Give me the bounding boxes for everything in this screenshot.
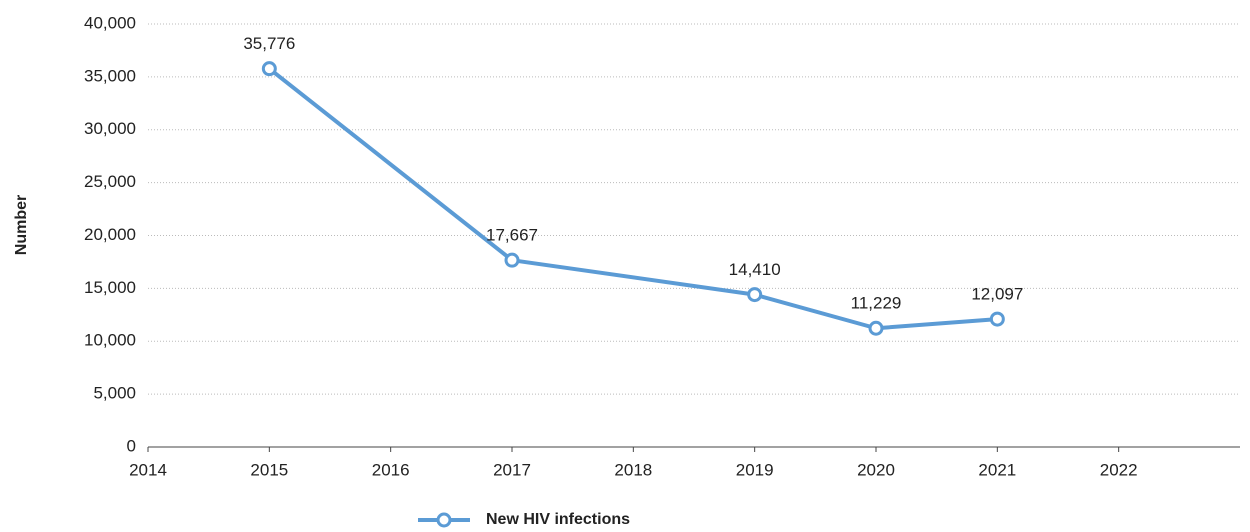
marker: [261, 61, 277, 77]
y-axis-label: Number: [13, 195, 30, 255]
x-tick-label: 2017: [493, 460, 531, 479]
x-tick-label: 2020: [857, 460, 895, 479]
marker: [747, 287, 763, 303]
y-tick-label: 30,000: [84, 119, 136, 138]
legend-label: New HIV infections: [486, 511, 630, 528]
data-label: 12,097: [971, 285, 1023, 304]
y-tick-label: 15,000: [84, 278, 136, 297]
x-tick-label: 2014: [129, 460, 167, 479]
data-label: 17,667: [486, 226, 538, 245]
x-tick-label: 2018: [614, 460, 652, 479]
data-label: 35,776: [243, 34, 295, 53]
x-tick-label: 2019: [736, 460, 774, 479]
y-tick-label: 40,000: [84, 13, 136, 32]
x-tick-label: 2016: [372, 460, 410, 479]
marker: [868, 320, 884, 336]
y-tick-label: 5,000: [93, 384, 136, 403]
y-tick-label: 25,000: [84, 172, 136, 191]
marker: [989, 311, 1005, 327]
data-label: 11,229: [851, 294, 902, 313]
data-line: [268, 67, 998, 331]
y-tick-label: 20,000: [84, 225, 136, 244]
x-tick-label: 2015: [250, 460, 288, 479]
y-tick-label: 10,000: [84, 331, 136, 350]
x-tick-label: 2021: [978, 460, 1016, 479]
x-tick-label: 2022: [1100, 460, 1138, 479]
data-label: 14,410: [729, 260, 781, 279]
marker: [504, 252, 520, 268]
y-tick-label: 35,000: [84, 66, 136, 85]
y-tick-label: 0: [127, 436, 136, 455]
legend-marker: [436, 512, 452, 528]
